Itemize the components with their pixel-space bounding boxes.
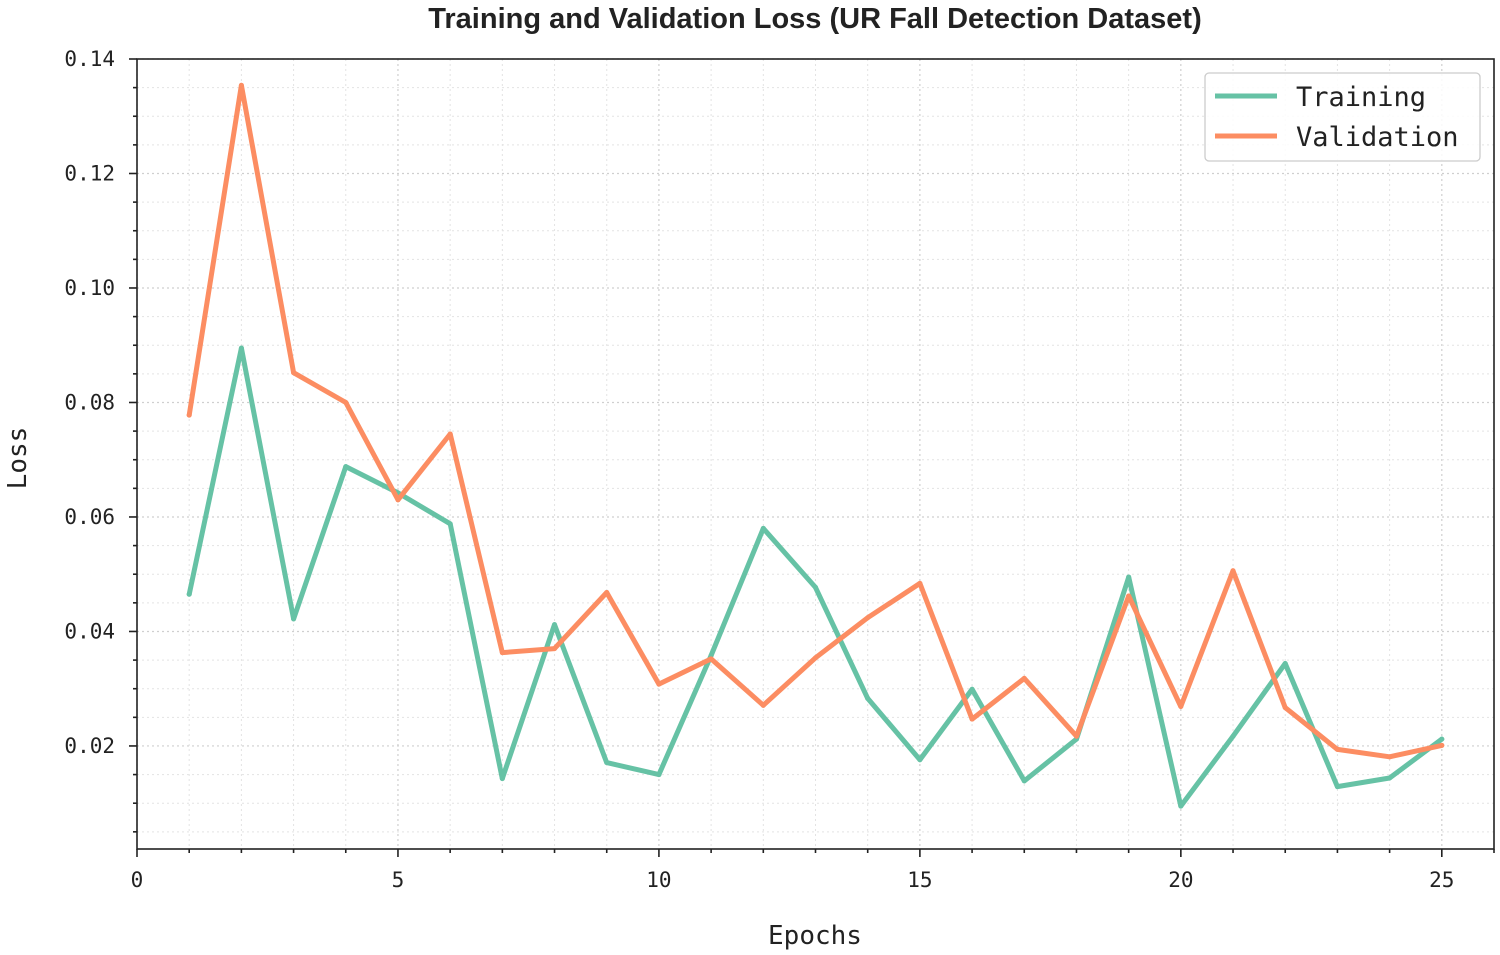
- data-point-validation: [343, 399, 349, 405]
- data-point-validation: [1021, 675, 1027, 681]
- data-point-validation: [604, 590, 610, 596]
- legend-label-validation: Validation: [1296, 122, 1459, 153]
- data-point-validation: [708, 656, 714, 662]
- data-point-training: [1387, 775, 1393, 781]
- y-tick-label: 0.12: [64, 161, 115, 185]
- data-point-validation: [552, 646, 558, 652]
- data-point-validation: [395, 497, 401, 503]
- data-point-training: [969, 686, 975, 692]
- data-point-validation: [656, 681, 662, 687]
- data-point-validation: [1126, 593, 1132, 599]
- data-point-training: [1021, 778, 1027, 784]
- data-point-training: [552, 622, 558, 628]
- data-point-validation: [1073, 733, 1079, 739]
- legend: Training Validation: [1204, 72, 1481, 162]
- chart-title: Training and Validation Loss (UR Fall De…: [428, 3, 1201, 35]
- x-tick-label: 15: [907, 868, 932, 892]
- data-point-validation: [1282, 705, 1288, 711]
- x-tick-label: 0: [131, 868, 144, 892]
- y-tick-label: 0.06: [64, 505, 115, 529]
- data-point-training: [343, 464, 349, 470]
- data-point-training: [1230, 733, 1236, 739]
- data-point-validation: [291, 370, 297, 376]
- y-tick-label: 0.08: [64, 390, 115, 414]
- data-point-validation: [969, 716, 975, 722]
- data-point-training: [291, 616, 297, 622]
- y-tick-label: 0.04: [64, 619, 115, 643]
- data-point-training: [760, 525, 766, 531]
- data-point-validation: [1387, 754, 1393, 760]
- x-axis-label: Epochs: [768, 921, 862, 951]
- data-point-training: [604, 760, 610, 766]
- data-point-validation: [917, 580, 923, 586]
- data-point-training: [865, 695, 871, 701]
- data-point-training: [1126, 574, 1132, 580]
- data-point-validation: [1439, 742, 1445, 748]
- y-tick-label: 0.02: [64, 734, 115, 758]
- legend-label-training: Training: [1296, 82, 1426, 113]
- data-point-validation: [1230, 568, 1236, 574]
- x-tick-label: 5: [392, 868, 405, 892]
- grid: [136, 58, 1495, 849]
- axis-ticks: 0 5 10 15 20 25 0.02 0.04 0.06 0.08 0.10 0.12 0.14: [64, 47, 1495, 892]
- data-point-training: [1439, 736, 1445, 742]
- data-point-training: [186, 591, 192, 597]
- data-point-validation: [447, 431, 453, 437]
- data-point-validation: [186, 412, 192, 418]
- data-point-validation: [813, 655, 818, 661]
- series-layer: [186, 82, 1445, 809]
- data-point-validation: [760, 702, 766, 708]
- y-axis-label: Loss: [3, 427, 33, 490]
- data-point-validation: [238, 82, 244, 88]
- data-point-training: [1334, 784, 1340, 790]
- data-point-validation: [499, 650, 505, 656]
- y-tick-label: 0.14: [64, 47, 115, 71]
- data-point-training: [447, 521, 453, 527]
- data-point-training: [917, 757, 923, 763]
- x-tick-label: 25: [1429, 868, 1454, 892]
- x-tick-label: 20: [1168, 868, 1193, 892]
- data-point-validation: [865, 615, 871, 621]
- x-tick-label: 10: [646, 868, 671, 892]
- data-point-validation: [1178, 703, 1184, 709]
- y-tick-label: 0.10: [64, 276, 115, 300]
- data-point-training: [813, 584, 818, 590]
- data-point-training: [656, 772, 662, 778]
- data-point-training: [238, 345, 244, 351]
- data-point-training: [1282, 661, 1288, 667]
- data-point-training: [1178, 803, 1184, 809]
- data-point-training: [499, 776, 505, 782]
- data-point-validation: [1334, 746, 1340, 752]
- series-line-training: [186, 345, 1445, 809]
